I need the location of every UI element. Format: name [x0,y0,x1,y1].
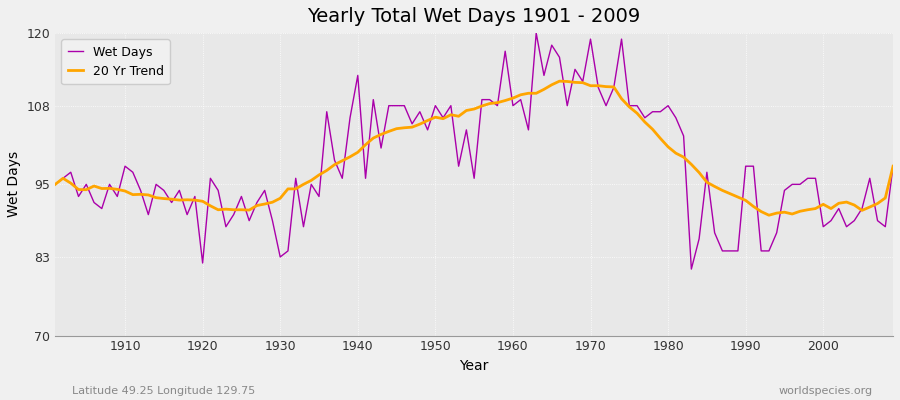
Text: Latitude 49.25 Longitude 129.75: Latitude 49.25 Longitude 129.75 [72,386,256,396]
Title: Yearly Total Wet Days 1901 - 2009: Yearly Total Wet Days 1901 - 2009 [308,7,641,26]
Wet Days [608,85,619,90]
20 Yr Trend [50,182,60,187]
Wet Days [50,182,60,187]
Wet Days [112,194,122,199]
20 Yr Trend [500,98,510,103]
Wet Days [500,49,510,54]
Line: Wet Days: Wet Days [55,33,893,269]
20 Yr Trend [329,162,340,167]
X-axis label: Year: Year [460,359,489,373]
20 Yr Trend [608,84,619,89]
Wet Days [686,267,697,272]
20 Yr Trend [887,164,898,168]
20 Yr Trend [763,213,774,218]
Legend: Wet Days, 20 Yr Trend: Wet Days, 20 Yr Trend [61,39,170,84]
Wet Days [887,164,898,168]
Y-axis label: Wet Days: Wet Days [7,151,21,218]
20 Yr Trend [112,187,122,192]
Wet Days [531,31,542,36]
20 Yr Trend [508,96,518,100]
Wet Days [329,158,340,162]
Wet Days [283,248,293,253]
Wet Days [508,103,518,108]
Text: worldspecies.org: worldspecies.org [778,386,873,396]
20 Yr Trend [554,79,565,84]
20 Yr Trend [283,186,293,191]
Line: 20 Yr Trend: 20 Yr Trend [55,81,893,215]
